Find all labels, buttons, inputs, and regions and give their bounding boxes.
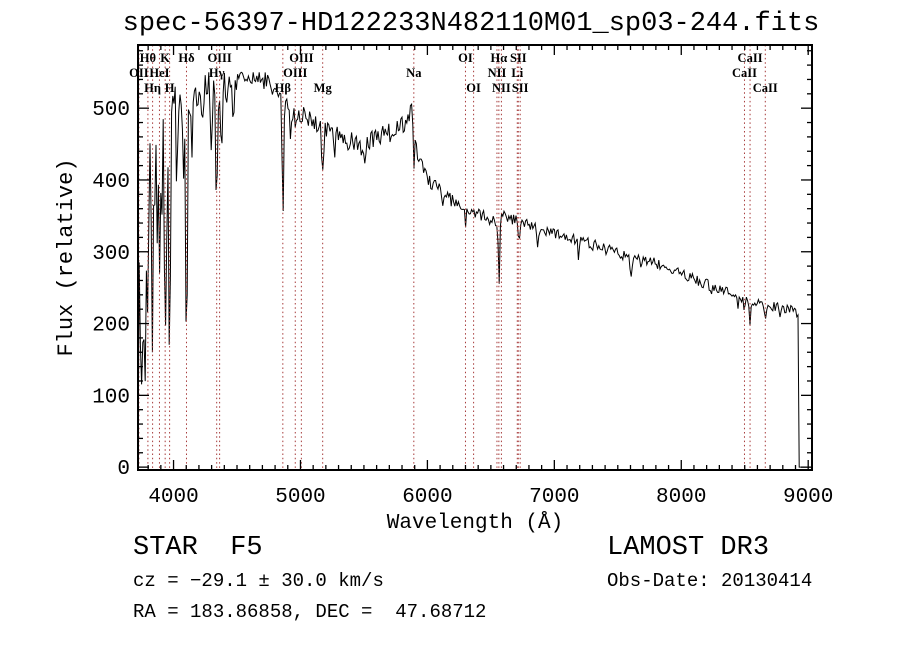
x-tick-label: 5000 — [275, 486, 325, 509]
x-tick-label: 7000 — [529, 486, 579, 509]
spectral-line-label: SII — [512, 81, 529, 95]
classification-text: STAR F5 — [133, 533, 263, 563]
spectral-line-label: OI — [458, 51, 473, 65]
y-tick-label: 0 — [117, 458, 130, 481]
radial-velocity-text: cz = −29.1 ± 30.0 km/s — [133, 570, 384, 592]
spectral-line-label: OIII — [289, 51, 313, 65]
spectral-line-label: HeI — [149, 66, 169, 80]
survey-release-text: LAMOST DR3 — [607, 533, 770, 563]
spectral-line-label: NII — [488, 66, 507, 80]
spectral-line-label: K — [160, 51, 170, 65]
spectral-line-label: CaII — [738, 51, 763, 65]
spectral-line-label: Hα — [491, 51, 508, 65]
spectral-line-label: Hη — [144, 81, 161, 95]
spectral-line-label: H — [165, 81, 175, 95]
ra-dec-text: RA = 183.86858, DEC = 47.68712 — [133, 601, 487, 623]
spectral-line-label: Hθ — [140, 51, 156, 65]
x-tick-label: 4000 — [148, 486, 198, 509]
y-tick-label: 100 — [92, 386, 130, 409]
y-tick-label: 300 — [92, 243, 130, 266]
x-tick-label: 9000 — [783, 486, 833, 509]
spectral-line-label: OII — [129, 66, 149, 80]
plot-title: spec-56397-HD122233N482110M01_sp03-244.f… — [122, 9, 820, 39]
spectral-line-label: OI — [466, 81, 481, 95]
spectral-line-label: Mg — [314, 81, 333, 95]
y-tick-label: 200 — [92, 315, 130, 338]
spectral-line-label: Hδ — [178, 51, 195, 65]
y-tick-label: 400 — [92, 171, 130, 194]
spectral-line-label: OIII — [207, 51, 231, 65]
spectral-line-label: OIII — [283, 66, 307, 80]
y-axis-label: Flux (relative) — [54, 158, 79, 356]
obs-date-text: Obs-Date: 20130414 — [607, 570, 813, 592]
spectral-line-label: CaII — [732, 66, 757, 80]
spectral-line-label: Hβ — [275, 81, 292, 95]
spectral-line-label: Li — [511, 66, 523, 80]
x-tick-label: 8000 — [656, 486, 706, 509]
x-tick-label: 6000 — [402, 486, 452, 509]
spectral-line-label: NII — [492, 81, 511, 95]
x-axis-label: Wavelength (Å) — [387, 512, 563, 535]
y-tick-label: 500 — [92, 99, 130, 122]
spectral-line-label: CaII — [753, 81, 778, 95]
spectral-line-label: Na — [406, 66, 422, 80]
spectral-line-label: Hγ — [209, 66, 225, 80]
spectrum-trace — [137, 71, 812, 468]
spectral-line-label: SII — [510, 51, 527, 65]
plot-border — [137, 44, 813, 471]
